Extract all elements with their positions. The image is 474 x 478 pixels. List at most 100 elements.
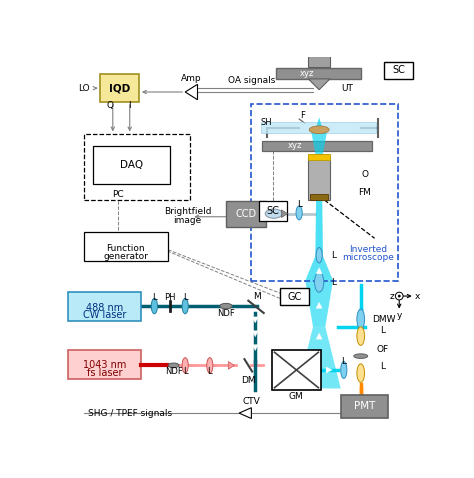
Text: L: L <box>380 326 385 335</box>
Ellipse shape <box>296 206 302 220</box>
Text: y: y <box>397 311 402 320</box>
Text: O: O <box>361 170 368 179</box>
Text: Function: Function <box>107 244 145 253</box>
Polygon shape <box>309 79 330 90</box>
Text: L: L <box>208 367 212 376</box>
Polygon shape <box>305 281 333 327</box>
Text: xyz: xyz <box>288 141 302 151</box>
Polygon shape <box>239 408 251 419</box>
Text: generator: generator <box>103 251 148 261</box>
Text: L: L <box>331 278 336 287</box>
Text: CTV: CTV <box>243 397 260 406</box>
Ellipse shape <box>151 298 157 314</box>
Text: F: F <box>301 110 305 120</box>
Text: NDF: NDF <box>165 367 182 376</box>
Text: image: image <box>173 216 201 225</box>
Text: PC: PC <box>112 190 124 199</box>
Polygon shape <box>326 367 332 373</box>
Polygon shape <box>228 361 235 369</box>
FancyBboxPatch shape <box>68 292 141 321</box>
Ellipse shape <box>220 304 232 309</box>
Text: DAQ: DAQ <box>120 160 143 170</box>
FancyBboxPatch shape <box>280 288 309 305</box>
Ellipse shape <box>309 126 329 133</box>
Circle shape <box>398 295 401 297</box>
Ellipse shape <box>207 358 213 373</box>
Text: fs laser: fs laser <box>87 368 122 378</box>
Text: L: L <box>341 357 346 366</box>
Text: SH: SH <box>261 119 273 127</box>
Text: 1043 nm: 1043 nm <box>82 360 126 370</box>
FancyBboxPatch shape <box>261 122 376 133</box>
Ellipse shape <box>357 327 365 345</box>
Text: NDF: NDF <box>217 309 235 318</box>
Ellipse shape <box>182 298 188 314</box>
Text: xyz: xyz <box>300 69 314 78</box>
Text: z: z <box>389 292 394 301</box>
Text: OA signals: OA signals <box>228 76 275 85</box>
Text: CW laser: CW laser <box>82 310 126 320</box>
FancyBboxPatch shape <box>341 395 388 418</box>
Text: CCD: CCD <box>236 209 256 218</box>
Polygon shape <box>315 118 324 133</box>
Polygon shape <box>185 84 198 100</box>
FancyBboxPatch shape <box>68 350 141 379</box>
Text: PH: PH <box>164 293 175 302</box>
FancyBboxPatch shape <box>93 146 170 185</box>
Text: DM: DM <box>241 376 255 385</box>
Text: SC: SC <box>266 206 279 216</box>
Ellipse shape <box>315 272 324 292</box>
FancyBboxPatch shape <box>83 232 168 261</box>
FancyBboxPatch shape <box>276 68 361 79</box>
Polygon shape <box>311 133 327 157</box>
Circle shape <box>395 292 403 300</box>
Ellipse shape <box>354 354 368 358</box>
Text: SHG / TPEF signals: SHG / TPEF signals <box>88 409 172 418</box>
Polygon shape <box>305 256 333 281</box>
Polygon shape <box>298 327 341 389</box>
Text: DMW: DMW <box>372 315 396 324</box>
Text: IQD: IQD <box>109 83 130 93</box>
FancyBboxPatch shape <box>169 300 171 312</box>
Polygon shape <box>252 317 258 323</box>
Ellipse shape <box>341 361 347 379</box>
Polygon shape <box>316 302 322 308</box>
Text: GM: GM <box>289 391 303 401</box>
Text: SC: SC <box>392 65 405 76</box>
FancyBboxPatch shape <box>310 194 328 200</box>
Ellipse shape <box>168 363 179 368</box>
Text: L: L <box>183 293 188 302</box>
Ellipse shape <box>182 358 188 373</box>
Text: L: L <box>380 362 385 371</box>
FancyBboxPatch shape <box>384 62 413 79</box>
FancyBboxPatch shape <box>226 201 266 227</box>
FancyBboxPatch shape <box>309 56 330 66</box>
Text: L: L <box>152 293 157 302</box>
FancyBboxPatch shape <box>272 350 321 390</box>
Text: x: x <box>415 292 420 301</box>
Text: UT: UT <box>341 84 353 93</box>
Text: microscope: microscope <box>343 253 394 262</box>
Text: OF: OF <box>376 346 388 355</box>
FancyBboxPatch shape <box>259 201 287 221</box>
Ellipse shape <box>357 309 365 329</box>
Text: M: M <box>253 292 261 301</box>
Text: Amp: Amp <box>181 74 201 83</box>
Text: Inverted: Inverted <box>349 245 388 254</box>
Ellipse shape <box>357 364 365 382</box>
FancyBboxPatch shape <box>309 157 330 200</box>
Text: L: L <box>183 367 188 376</box>
Polygon shape <box>282 210 288 217</box>
FancyBboxPatch shape <box>262 141 372 152</box>
Text: L: L <box>331 251 336 260</box>
Text: Brightfield: Brightfield <box>164 207 211 216</box>
Text: PMT: PMT <box>354 401 375 411</box>
Ellipse shape <box>316 248 322 263</box>
Text: FM: FM <box>358 187 371 196</box>
Text: Q: Q <box>107 101 114 110</box>
FancyBboxPatch shape <box>309 153 330 160</box>
Text: L: L <box>297 200 301 209</box>
Ellipse shape <box>265 209 282 218</box>
Polygon shape <box>316 333 322 339</box>
Text: LO: LO <box>78 84 89 93</box>
